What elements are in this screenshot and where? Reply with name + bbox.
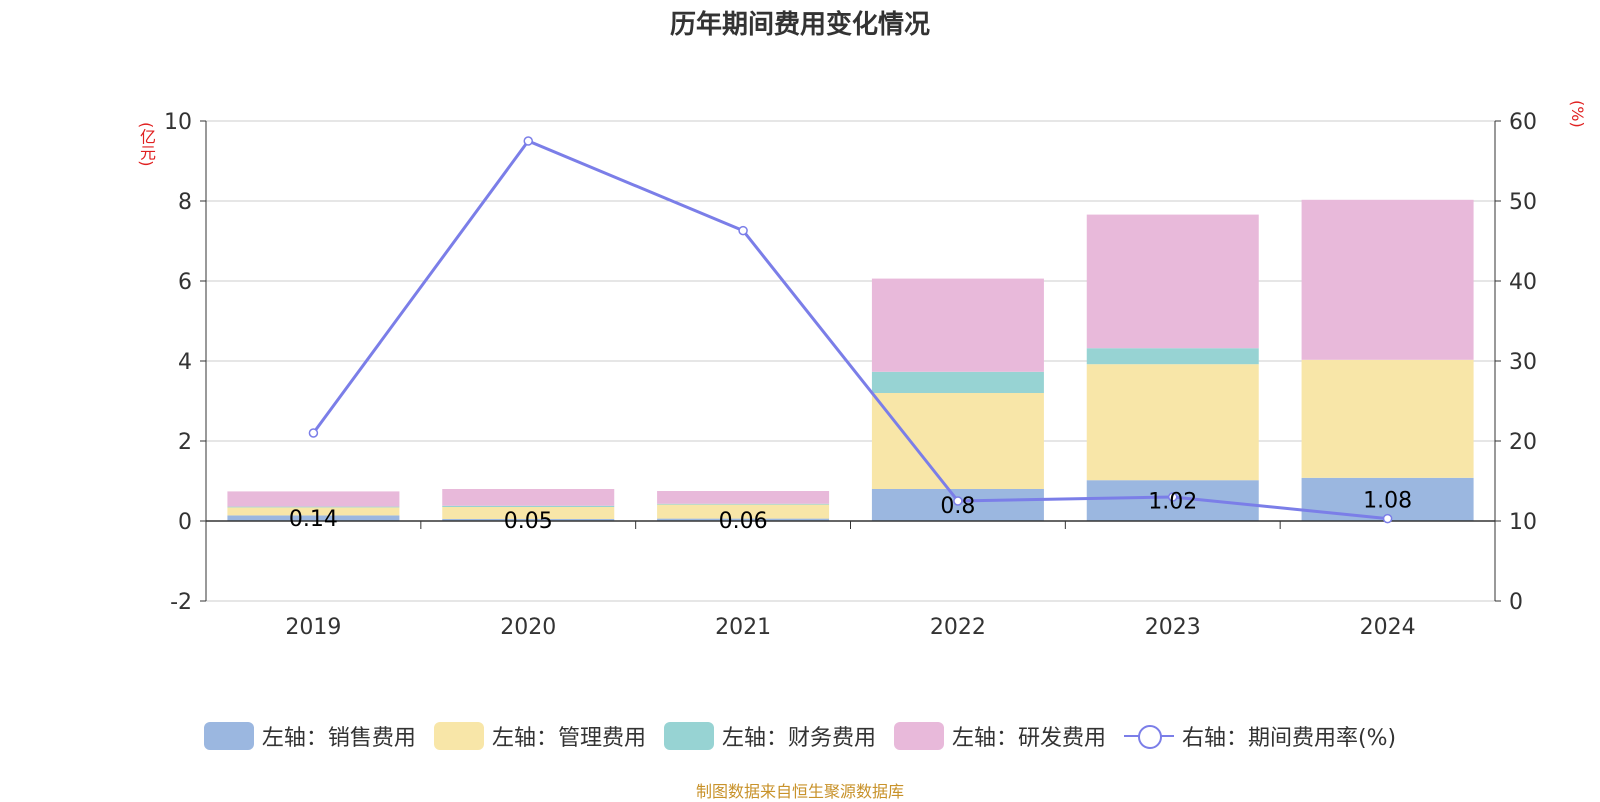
- left-tick-label: 2: [178, 430, 192, 455]
- bar-finance: [871, 371, 1044, 393]
- bar-rd: [1301, 199, 1474, 360]
- bar-admin: [1301, 359, 1474, 478]
- gridlines: [206, 120, 1495, 602]
- right-tick-label: 10: [1509, 510, 1537, 535]
- legend-label-rd: 左轴：研发费用: [951, 726, 1106, 751]
- left-tick-label: 6: [178, 270, 192, 295]
- sales-data-label: 0.06: [719, 509, 768, 534]
- legend-label-rate: 右轴：期间费用率(%): [1181, 726, 1397, 751]
- legend-swatch-admin: [433, 722, 484, 750]
- rate-point: [523, 136, 533, 146]
- x-tick-label: 2024: [1360, 615, 1416, 640]
- sales-data-label: 0.14: [289, 507, 338, 532]
- bar-sales: [227, 515, 400, 521]
- sales-data-label: 1.08: [1363, 488, 1412, 513]
- bar-admin: [871, 393, 1044, 489]
- left-tick-label: 0: [178, 510, 192, 535]
- bar-sales: [442, 519, 615, 521]
- left-tick-label: 10: [164, 110, 192, 135]
- bars: [227, 199, 1474, 521]
- data-labels: 0.14 0.05 0.06 0.8 1.02 1.08: [289, 488, 1412, 534]
- sales-data-label: 1.02: [1148, 490, 1197, 515]
- right-tick-label: 60: [1509, 110, 1537, 135]
- x-tick-label: 2019: [285, 615, 341, 640]
- bar-rd: [871, 278, 1044, 372]
- right-tick-label: 40: [1509, 270, 1537, 295]
- bar-admin: [657, 504, 830, 519]
- x-tick-label: 2022: [930, 615, 986, 640]
- bar-finance: [227, 506, 400, 508]
- right-axis-unit: (%): [1568, 100, 1587, 128]
- bar-rd: [1086, 214, 1259, 349]
- bar-rd: [657, 491, 830, 504]
- legend-swatch-rd: [893, 722, 944, 750]
- bar-admin: [227, 507, 400, 516]
- sales-data-label: 0.8: [940, 494, 975, 519]
- legend-item-finance[interactable]: 左轴：财务费用: [663, 720, 876, 752]
- legend-swatch-finance: [663, 722, 714, 750]
- source-footer: 制图数据来自恒生聚源数据库: [695, 782, 904, 801]
- legend-swatch-rate: [1123, 722, 1174, 750]
- right-tick-label: 50: [1509, 190, 1537, 215]
- right-tick-label: 20: [1509, 430, 1537, 455]
- legend-label-finance: 左轴：财务费用: [721, 726, 876, 751]
- rate-point: [1382, 513, 1393, 524]
- bar-finance: [1086, 348, 1259, 365]
- left-tick-label: -2: [170, 590, 192, 615]
- bar-finance: [442, 505, 615, 507]
- left-tick-label: 8: [178, 190, 192, 215]
- axes: -2 0 2 4 6 8 10 0 10 20 30 40 50 60 2019 2020 2021 2022 20…: [164, 110, 1537, 640]
- rate-point: [953, 496, 963, 506]
- sales-data-label: 0.05: [504, 509, 553, 534]
- x-tick-label: 2023: [1145, 615, 1201, 640]
- x-tick-label: 2021: [715, 615, 771, 640]
- left-axis-unit: (亿元): [137, 122, 156, 167]
- legend-item-rd[interactable]: 左轴：研发费用: [893, 720, 1106, 752]
- rate-point: [1168, 492, 1178, 502]
- legend-label-admin: 左轴：管理费用: [491, 726, 646, 751]
- rate-line-path: [312, 139, 1388, 521]
- rate-line: [308, 136, 1393, 524]
- left-tick-label: 4: [178, 350, 192, 375]
- legend: 左轴：销售费用 左轴：管理费用 左轴：财务费用 左轴：研发费用 右轴：期间费用率…: [0, 720, 1600, 752]
- right-tick-label: 30: [1509, 350, 1537, 375]
- chart-title: 历年期间费用变化情况: [669, 10, 930, 40]
- bar-rd: [442, 489, 615, 506]
- rate-point: [308, 428, 319, 438]
- bar-sales: [657, 518, 830, 521]
- bar-admin: [442, 507, 615, 519]
- legend-item-admin[interactable]: 左轴：管理费用: [433, 720, 646, 752]
- legend-label-sales: 左轴：销售费用: [261, 726, 416, 751]
- right-tick-label: 0: [1509, 590, 1523, 615]
- legend-swatch-sales: [203, 722, 254, 750]
- rate-point: [738, 225, 748, 236]
- bar-finance: [657, 503, 830, 505]
- legend-item-rate[interactable]: 右轴：期间费用率(%): [1123, 720, 1397, 752]
- legend-item-sales[interactable]: 左轴：销售费用: [203, 720, 416, 752]
- bar-rd: [227, 491, 400, 507]
- x-tick-label: 2020: [500, 615, 556, 640]
- bar-admin: [1086, 364, 1259, 481]
